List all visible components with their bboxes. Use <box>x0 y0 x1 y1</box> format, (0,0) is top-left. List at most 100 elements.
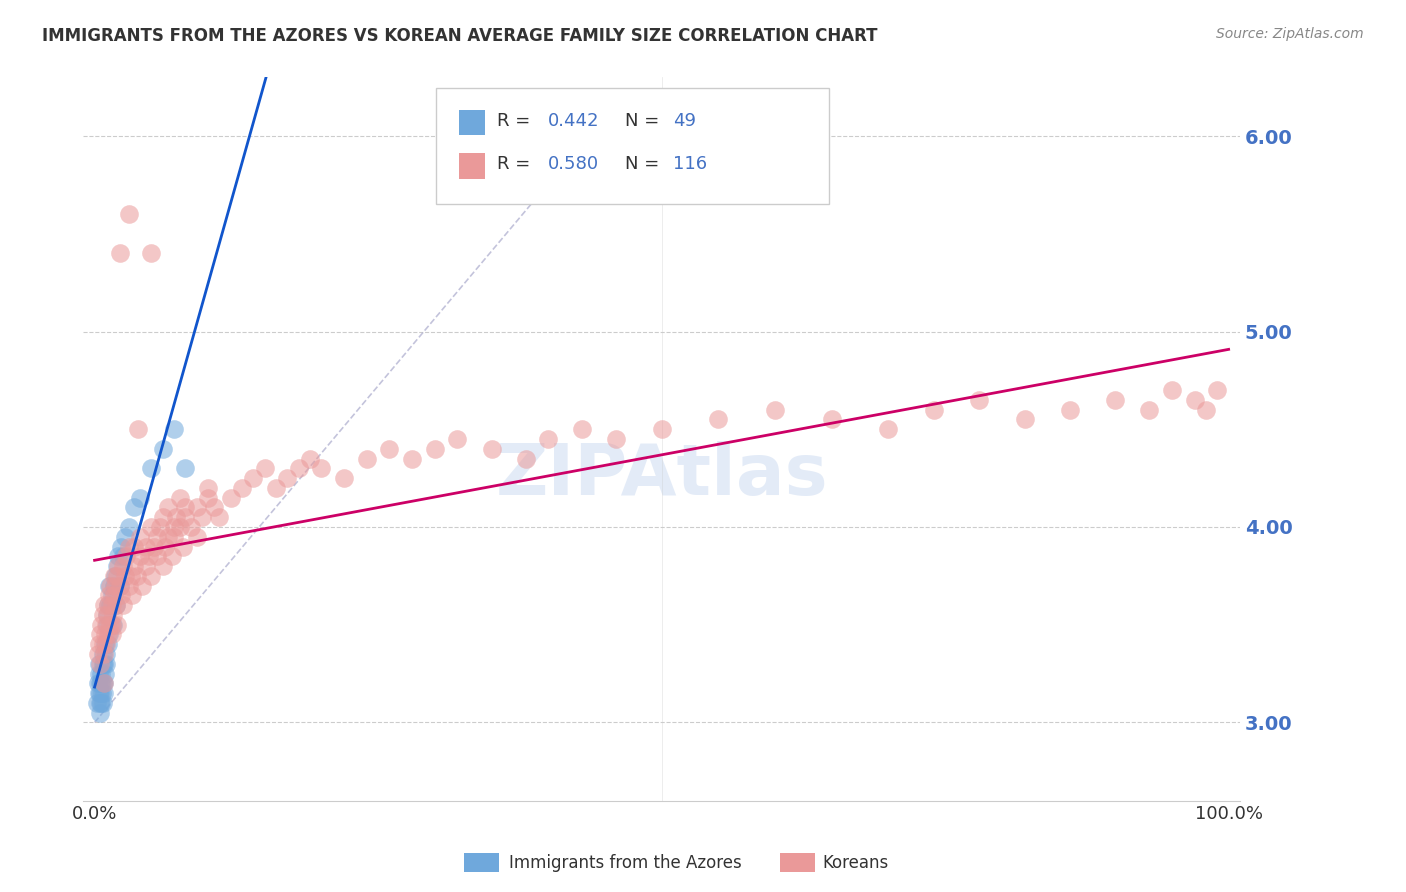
Point <box>180 520 202 534</box>
Point <box>124 559 146 574</box>
Point <box>117 579 139 593</box>
Point <box>141 520 163 534</box>
Point <box>94 666 117 681</box>
Point <box>1059 402 1081 417</box>
Point <box>91 686 114 700</box>
Point <box>97 598 120 612</box>
Point <box>108 579 131 593</box>
Point <box>124 540 146 554</box>
Point <box>163 422 186 436</box>
Point <box>89 627 111 641</box>
Point <box>94 637 117 651</box>
Text: N =: N = <box>624 155 659 173</box>
Point <box>149 520 172 534</box>
Point <box>922 402 945 417</box>
Point <box>1014 412 1036 426</box>
Point <box>104 569 127 583</box>
Point <box>98 588 121 602</box>
Point <box>163 520 186 534</box>
FancyBboxPatch shape <box>436 88 830 204</box>
Point <box>146 549 169 564</box>
Point <box>537 432 560 446</box>
Point <box>91 647 114 661</box>
Point <box>107 549 129 564</box>
Point <box>100 617 122 632</box>
Point <box>105 559 128 574</box>
Point <box>97 627 120 641</box>
Point <box>129 491 152 505</box>
Point <box>110 588 132 602</box>
Point <box>127 422 149 436</box>
Point <box>142 540 165 554</box>
Point <box>333 471 356 485</box>
Point <box>93 686 115 700</box>
Point <box>111 559 134 574</box>
Text: R =: R = <box>498 155 530 173</box>
Point <box>103 588 125 602</box>
Point <box>87 657 110 671</box>
Point <box>131 579 153 593</box>
FancyBboxPatch shape <box>460 153 485 178</box>
Point <box>114 530 136 544</box>
Point <box>98 627 121 641</box>
Point <box>877 422 900 436</box>
Point <box>104 579 127 593</box>
Point <box>100 579 122 593</box>
Point <box>98 579 121 593</box>
Point <box>299 451 322 466</box>
Point <box>100 598 122 612</box>
Point <box>87 676 110 690</box>
Point <box>94 637 117 651</box>
Point <box>152 559 174 574</box>
Point <box>1195 402 1218 417</box>
Point <box>141 461 163 475</box>
Point <box>1104 392 1126 407</box>
Point <box>93 598 115 612</box>
Point <box>87 637 110 651</box>
Point <box>1161 383 1184 397</box>
Point <box>111 549 134 564</box>
Text: R =: R = <box>498 112 530 130</box>
Point <box>707 412 730 426</box>
Point <box>401 451 423 466</box>
Point <box>94 627 117 641</box>
Point <box>117 207 139 221</box>
Point <box>186 530 208 544</box>
Point <box>89 686 111 700</box>
Point <box>605 432 627 446</box>
Point <box>124 500 146 515</box>
Point <box>121 588 143 602</box>
Point <box>202 500 225 515</box>
Point <box>174 500 197 515</box>
Point <box>160 549 183 564</box>
Point <box>1206 383 1229 397</box>
Point <box>105 598 128 612</box>
Point <box>94 617 117 632</box>
Text: 49: 49 <box>673 112 696 130</box>
Point <box>101 617 124 632</box>
Point <box>100 627 122 641</box>
Point <box>135 559 157 574</box>
Point <box>186 500 208 515</box>
Point <box>967 392 990 407</box>
Point <box>276 471 298 485</box>
Point <box>114 569 136 583</box>
Point <box>197 481 219 495</box>
Point <box>101 607 124 622</box>
Point <box>197 491 219 505</box>
Point <box>571 422 593 436</box>
Text: ZIPAtlas: ZIPAtlas <box>495 441 828 509</box>
Point <box>90 696 112 710</box>
Point <box>125 569 148 583</box>
Point <box>174 510 197 524</box>
Point <box>87 686 110 700</box>
Point <box>91 676 114 690</box>
Point <box>253 461 276 475</box>
Point <box>157 530 180 544</box>
Point <box>515 451 537 466</box>
Point <box>446 432 468 446</box>
Point <box>105 598 128 612</box>
Point <box>153 540 176 554</box>
Point <box>91 657 114 671</box>
Point <box>103 569 125 583</box>
